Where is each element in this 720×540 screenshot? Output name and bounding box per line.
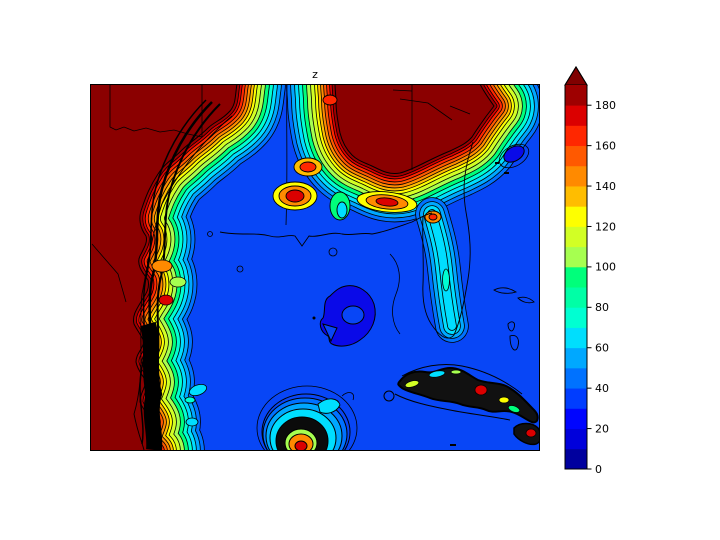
colorbar-segments — [565, 85, 587, 470]
atlantic-low-patch — [495, 143, 530, 174]
colorbar-segment — [565, 246, 587, 268]
southeast-island — [513, 422, 540, 446]
colorbar-segment — [565, 125, 587, 147]
florida-inner-contour — [442, 268, 450, 292]
colorbar-segment — [565, 307, 587, 328]
open-water-contour-loops — [207, 231, 401, 335]
colorbar-segment — [565, 408, 587, 429]
islet-contour — [383, 390, 395, 402]
colorbar-tick-label: 60 — [595, 342, 609, 355]
west-coast-packed-contours — [139, 99, 221, 451]
colorbar-segment — [565, 186, 587, 207]
colorbar-outline — [564, 66, 588, 470]
colorbar-tick-label: 180 — [595, 99, 616, 112]
colorbar-segment — [565, 428, 587, 450]
colorbar-segment — [565, 327, 587, 349]
colorbar-tick-label: 20 — [595, 422, 609, 435]
colorbar-segment — [565, 266, 587, 288]
colorbar-tick-label: 160 — [595, 139, 616, 152]
colorbar-segment — [565, 347, 587, 369]
colorbar-segment — [565, 448, 587, 470]
colorbar-tick-label: 80 — [595, 301, 609, 314]
colorbar-tick-label: 120 — [595, 220, 616, 233]
colorbar-extend-arrow — [564, 66, 588, 86]
cuba-island — [383, 363, 539, 446]
colorbar-tick-label: 0 — [595, 463, 602, 476]
yucatan-peak — [256, 385, 358, 451]
bahamas-outlines — [493, 287, 535, 351]
louisiana-warm-ridges — [272, 94, 418, 221]
colorbar: 0 20 40 60 80 100 120 140 160 180 — [564, 66, 616, 476]
coastline-outlines — [133, 115, 474, 451]
colorbar-segment — [565, 105, 587, 126]
colorbar-segment — [565, 165, 587, 187]
small-key-mark — [450, 444, 456, 446]
florida-ridge — [415, 197, 469, 343]
colorbar-segment — [565, 388, 587, 409]
colorbar-segment — [565, 206, 587, 227]
axes-frame — [90, 84, 540, 451]
plot-title: z — [312, 68, 318, 81]
central-gulf-donut — [312, 285, 376, 347]
colorbar-tick-label: 100 — [595, 261, 616, 274]
colorbar-segment — [565, 85, 587, 106]
small-island-dot — [312, 316, 316, 320]
colorbar-segment — [565, 226, 587, 248]
colorbar-segment — [565, 145, 587, 167]
colorbar-ticks: 0 20 40 60 80 100 120 140 160 180 — [587, 99, 616, 476]
colorbar-segment — [565, 367, 587, 389]
panhandle-red-spot — [428, 213, 438, 221]
colorbar-segment — [565, 287, 587, 308]
colorbar-tick-label: 40 — [595, 382, 609, 395]
west-coast-color-spots — [151, 259, 208, 427]
contour-map — [90, 84, 540, 451]
colorbar-tick-label: 140 — [595, 180, 616, 193]
